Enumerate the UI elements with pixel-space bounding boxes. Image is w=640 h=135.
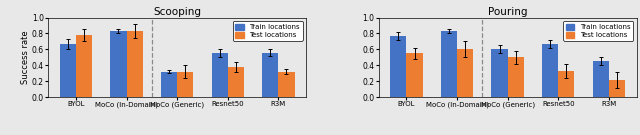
Title: Pouring: Pouring <box>488 7 527 17</box>
Bar <box>76 35 92 97</box>
Bar <box>593 61 609 97</box>
Bar <box>406 53 422 97</box>
Legend: Train locations, Test locations: Train locations, Test locations <box>563 21 634 41</box>
Title: Scooping: Scooping <box>153 7 201 17</box>
Bar <box>262 53 278 97</box>
Bar <box>228 67 244 97</box>
Bar <box>177 72 193 97</box>
Legend: Train locations, Test locations: Train locations, Test locations <box>233 21 303 41</box>
Y-axis label: Success rate: Success rate <box>21 31 30 84</box>
Bar <box>492 49 508 97</box>
Bar <box>278 72 294 97</box>
Bar <box>212 53 228 97</box>
Bar <box>558 71 575 97</box>
Bar <box>542 44 558 97</box>
Bar <box>508 57 524 97</box>
Bar <box>161 72 177 97</box>
Bar <box>110 31 127 97</box>
Bar <box>457 49 473 97</box>
Bar <box>441 31 457 97</box>
Bar <box>390 36 406 97</box>
Bar <box>60 44 76 97</box>
Bar <box>127 31 143 97</box>
Bar <box>609 80 625 97</box>
